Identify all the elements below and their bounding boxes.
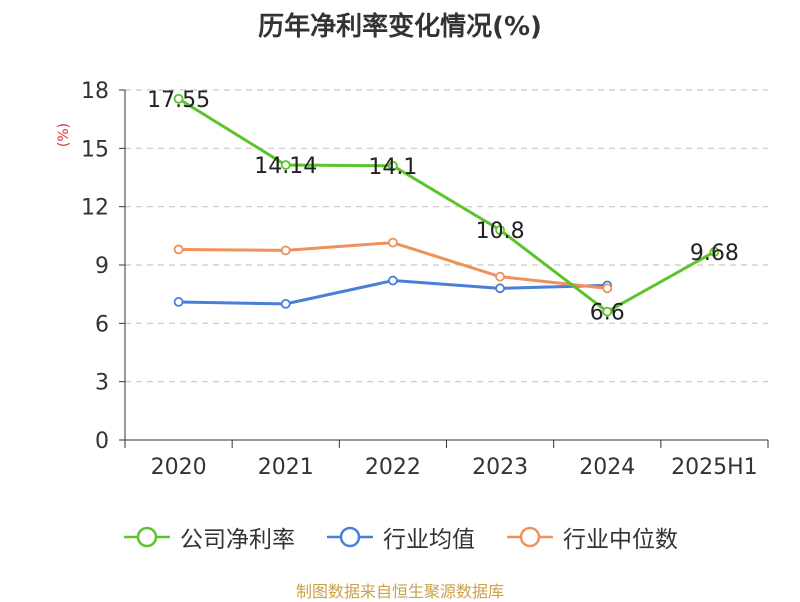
data-point <box>388 237 398 248</box>
x-tick-label: 2023 <box>472 455 528 480</box>
data-label: 10.8 <box>476 219 525 244</box>
legend-marker <box>519 526 541 548</box>
legend-marker <box>339 526 361 548</box>
data-point <box>602 283 613 294</box>
legend-item-1[interactable]: 公司净利率 <box>122 520 295 554</box>
data-point <box>173 93 184 104</box>
legend-item-2[interactable]: 行业均值 <box>325 520 475 554</box>
y-tick-label: 3 <box>95 371 109 396</box>
data-label: 9.68 <box>690 241 739 266</box>
legend-marker <box>136 526 158 548</box>
data-point <box>280 160 291 170</box>
y-tick-label: 12 <box>81 196 109 221</box>
legend-label: 行业中位数 <box>563 527 678 553</box>
data-point <box>602 306 613 317</box>
legend-swatch <box>507 526 553 548</box>
series-line-1 <box>177 97 716 314</box>
data-source-note: 制图数据来自恒生聚源数据库 <box>295 582 504 601</box>
legend-label: 公司净利率 <box>180 527 295 553</box>
data-label: 17.55 <box>147 88 210 113</box>
y-tick-label: 0 <box>95 429 109 454</box>
x-tick-label: 2020 <box>151 455 207 480</box>
y-tick-label: 15 <box>81 137 109 162</box>
x-tick-label: 2024 <box>579 455 635 480</box>
data-point <box>173 297 184 307</box>
x-tick-label: 2025H1 <box>671 455 758 480</box>
data-point <box>388 275 398 286</box>
data-point <box>280 298 291 309</box>
x-tick-label: 2021 <box>258 455 314 480</box>
y-tick-label: 9 <box>95 254 109 279</box>
legend-swatch <box>124 526 170 548</box>
data-label: 6.6 <box>590 301 625 326</box>
data-point <box>495 271 505 282</box>
data-point <box>173 244 184 255</box>
data-point <box>495 283 505 294</box>
legend-swatch <box>327 526 373 548</box>
x-tick-label: 2022 <box>365 455 421 480</box>
chart-title: 历年净利率变化情况(%) <box>258 12 542 42</box>
y-tick-label: 6 <box>95 312 109 337</box>
data-point <box>280 245 291 256</box>
data-label: 14.1 <box>368 155 417 180</box>
legend-item-3[interactable]: 行业中位数 <box>505 520 678 554</box>
y-tick-label: 18 <box>81 79 109 104</box>
data-point <box>495 225 505 235</box>
data-label: 14.14 <box>254 154 317 179</box>
legend-label: 行业均值 <box>383 527 475 553</box>
data-point <box>388 160 398 171</box>
data-point <box>709 246 720 257</box>
legend: 公司净利率 行业均值 行业中位数 <box>0 520 800 554</box>
